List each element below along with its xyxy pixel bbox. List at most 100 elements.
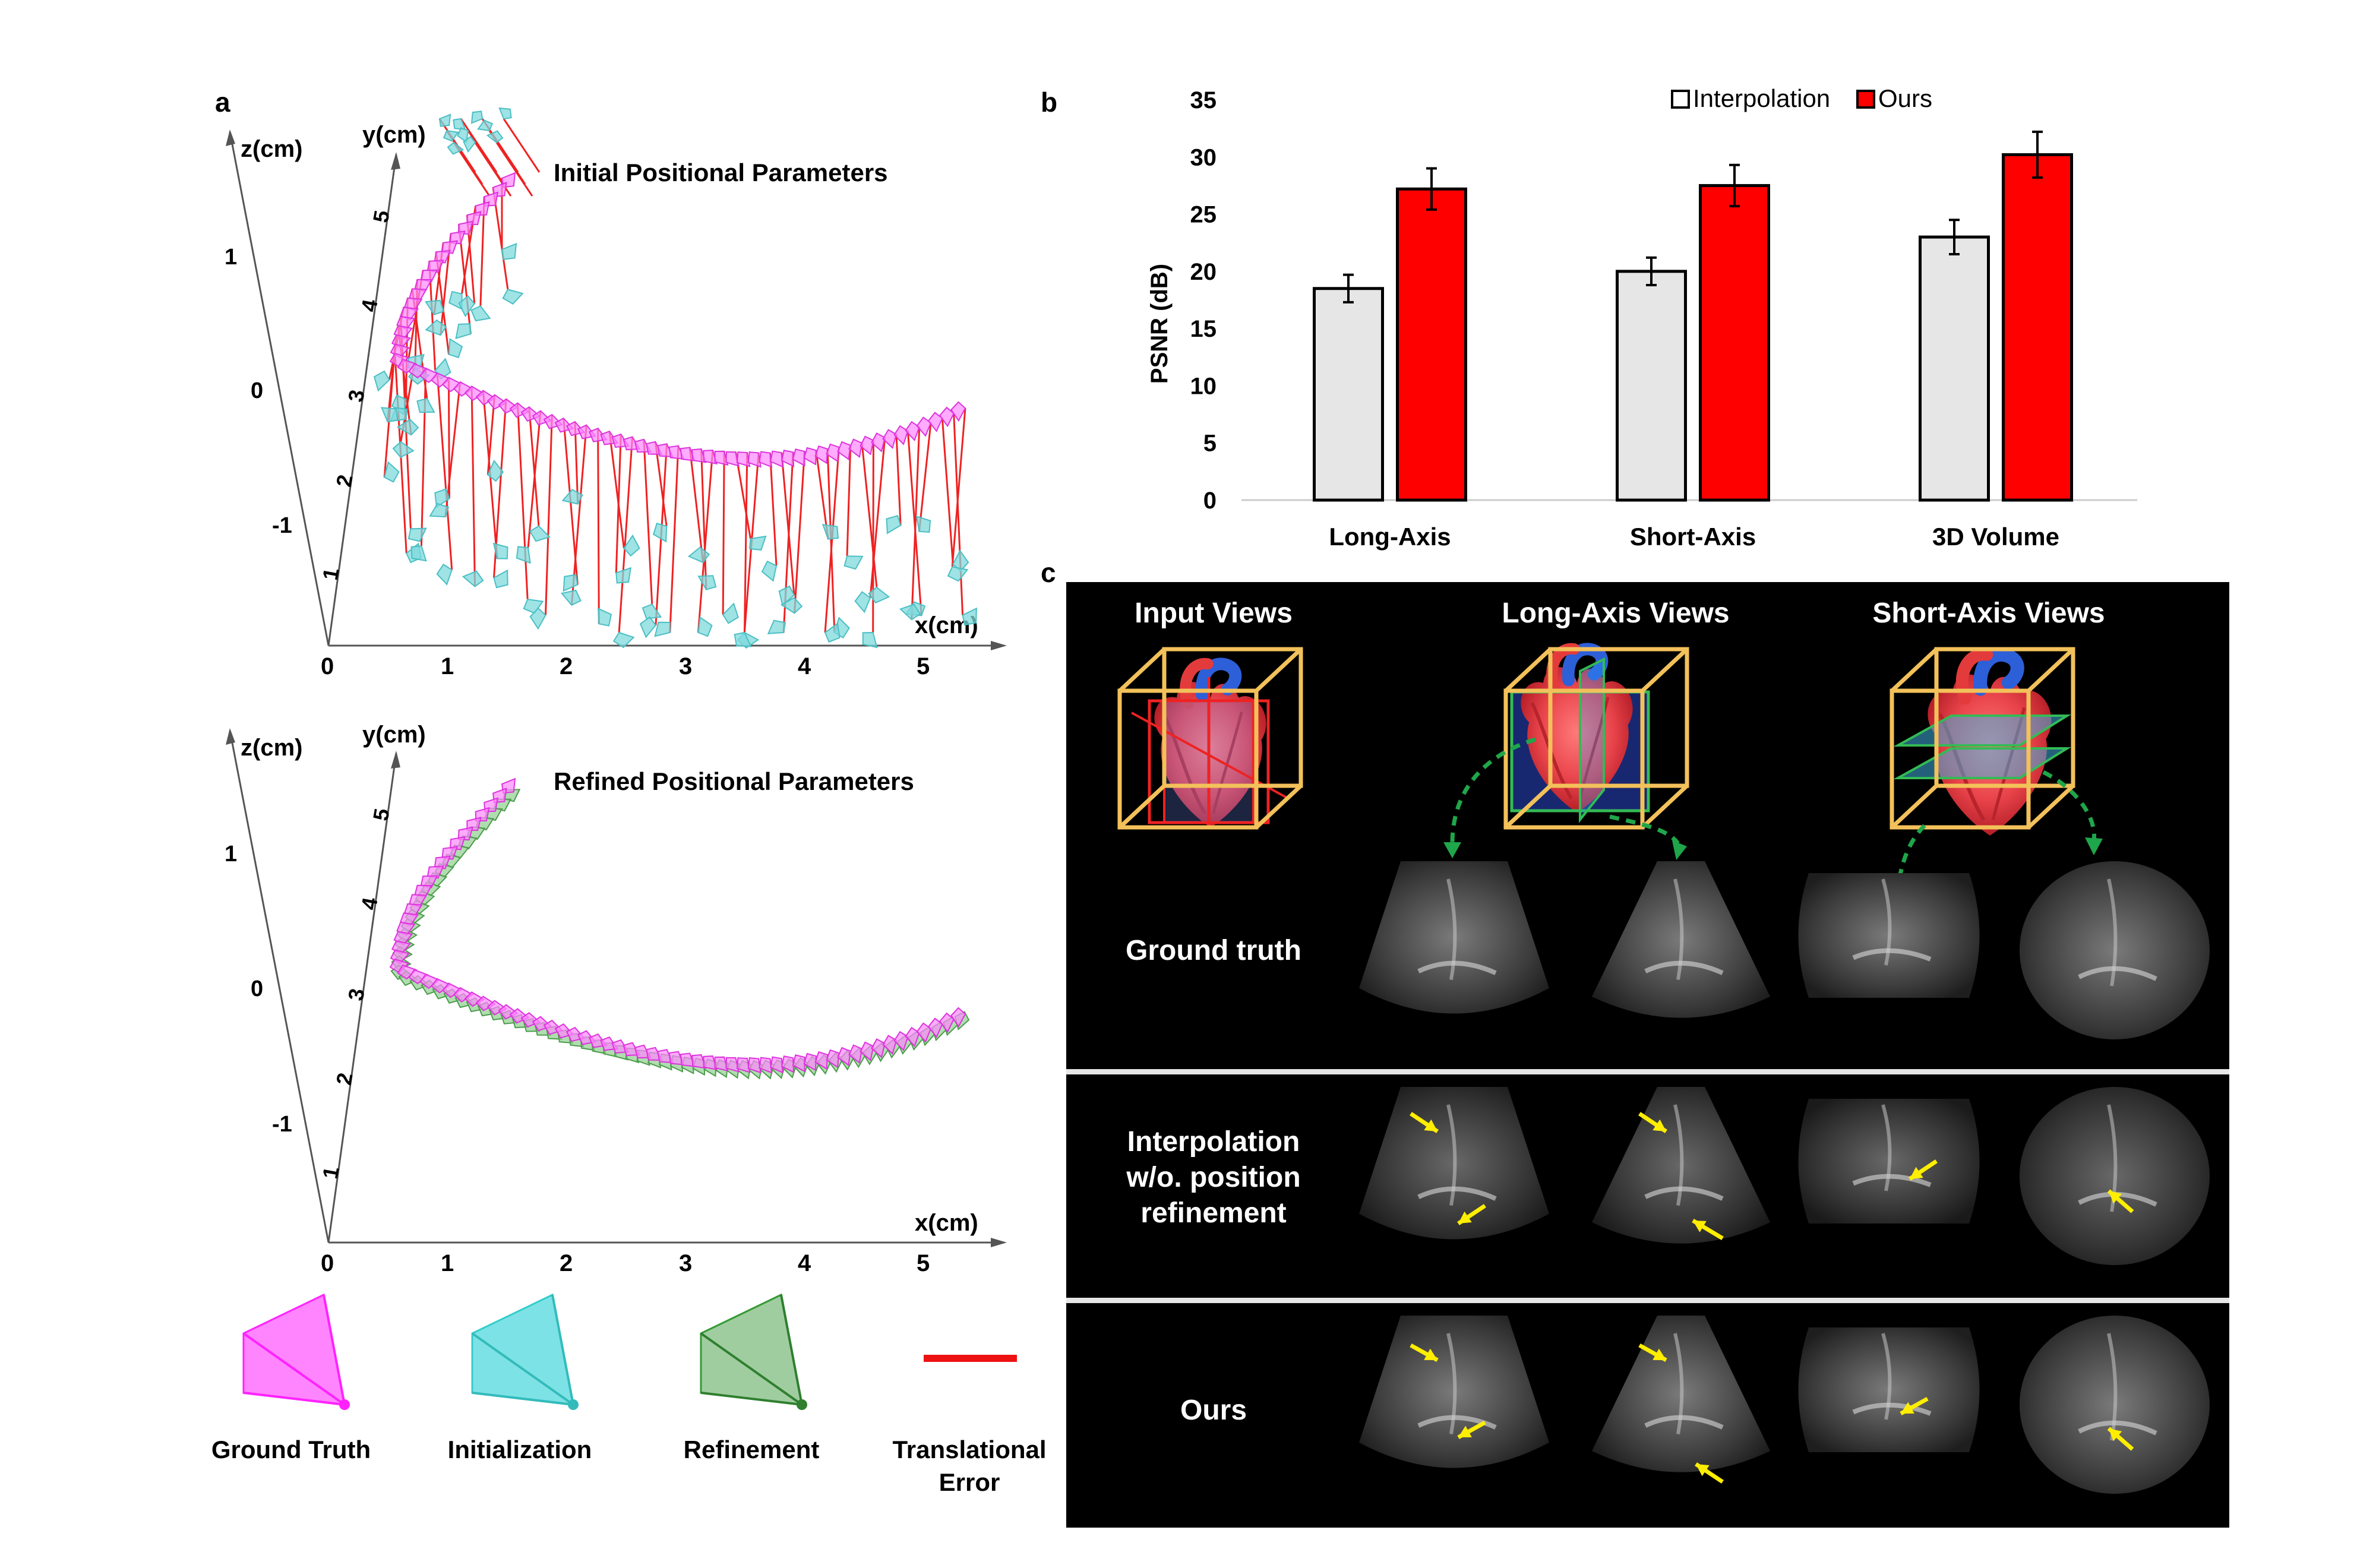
bottom-plot-title: Refined Positional Parameters	[554, 767, 914, 795]
tissue-streak	[2107, 1333, 2118, 1441]
initialization-camera	[380, 407, 399, 423]
initialization-camera	[438, 113, 451, 127]
initialization-camera	[899, 603, 921, 621]
yellow-arrow-head	[1901, 1402, 1914, 1414]
x-tick: 0	[321, 653, 334, 679]
z-tick: 0	[251, 378, 263, 403]
input-views-cube	[1117, 647, 1303, 829]
ground-truth-camera	[905, 1026, 920, 1048]
panel-a-legend: Ground Truth Initialization Refinement T…	[211, 1293, 1047, 1496]
initialization-camera	[560, 589, 582, 606]
legend-ground-truth-icon	[242, 1293, 350, 1410]
ground-truth-camera	[426, 865, 444, 879]
x-tick: 4	[798, 653, 811, 679]
z-tick: 1	[225, 245, 237, 270]
tissue-streak	[1673, 1333, 1684, 1435]
tissue-streak	[1446, 1333, 1457, 1435]
ground-truth-camera	[871, 432, 886, 453]
x-tick: 2	[560, 653, 573, 679]
error-line	[769, 453, 778, 566]
ground-truth-camera	[770, 1056, 783, 1074]
initialization-camera	[612, 631, 635, 649]
category-label: Short-Axis	[1630, 523, 1756, 551]
y-tick: 3	[343, 987, 369, 1003]
error-line	[516, 403, 529, 600]
ground-truth-camera	[457, 220, 474, 235]
ground-truth-camera	[431, 372, 451, 388]
initialization-camera	[436, 563, 453, 586]
error-line	[918, 422, 932, 532]
ground-truth-camera	[441, 982, 463, 998]
tissue-streak	[1852, 1174, 1932, 1187]
ground-truth-camera	[826, 443, 840, 463]
error-line	[643, 439, 653, 605]
legend-refinement-label: Refinement	[684, 1436, 820, 1463]
initialization-camera	[501, 242, 517, 260]
yellow-arrow-head	[1458, 1211, 1472, 1224]
error-line	[861, 442, 878, 588]
bar	[1616, 270, 1687, 502]
ground-truth-camera	[950, 401, 966, 422]
legend-refinement-icon	[700, 1293, 807, 1410]
ground-truth-camera	[397, 965, 418, 980]
bar	[2002, 153, 2073, 502]
ground-truth-camera	[837, 1047, 851, 1067]
initialization-camera	[734, 631, 752, 647]
legend-translational-error-label: Translational	[892, 1436, 1046, 1463]
category-label: 3D Volume	[1932, 523, 2059, 551]
ground-truth-camera	[848, 1044, 863, 1064]
error-line	[793, 451, 805, 614]
error-line	[654, 441, 668, 527]
ground-truth-camera	[950, 1007, 966, 1028]
ground-truth-camera	[792, 448, 805, 467]
error-line	[869, 437, 886, 598]
error-line	[824, 447, 840, 633]
ground-truth-camera	[475, 995, 497, 1011]
x-tick: 1	[441, 1250, 454, 1276]
ground-truth-camera	[464, 991, 485, 1007]
panel-a-label: a	[215, 87, 230, 118]
ground-truth-camera	[792, 1054, 805, 1073]
y-tick: 3	[343, 388, 369, 404]
y-tick: 4	[356, 298, 383, 314]
error-line	[872, 440, 874, 633]
initialization-camera	[493, 569, 508, 589]
error-line	[781, 453, 795, 596]
bar	[1396, 187, 1467, 502]
header-input-views: Input Views	[1135, 598, 1293, 629]
tissue-streak	[1673, 1104, 1684, 1206]
legend-label-ours: Ours	[1878, 84, 1932, 112]
header-long-axis-views: Long-Axis Views	[1502, 598, 1729, 629]
error-line	[953, 413, 964, 615]
initialization-camera	[457, 127, 469, 143]
bar	[1313, 287, 1384, 502]
initialization-camera	[453, 118, 466, 131]
panel-c-grid: Input Views Long-Axis Views Short-Axis V…	[1066, 582, 2229, 1528]
initialization-camera	[463, 135, 476, 153]
error-line	[470, 386, 476, 587]
error-line	[826, 448, 836, 633]
initialization-camera	[615, 567, 631, 584]
tissue-streak	[1417, 960, 1497, 975]
initialization-camera	[425, 299, 445, 316]
initialization-camera	[462, 570, 484, 587]
initialization-camera	[486, 130, 504, 144]
yellow-arrow-head	[1910, 1166, 1923, 1179]
error-line	[815, 450, 829, 539]
error-line	[697, 450, 714, 633]
ground-truth-camera	[449, 836, 466, 851]
ground-truth-camera	[419, 368, 440, 384]
z-tick: 0	[251, 976, 263, 1001]
initialization-camera	[416, 397, 435, 413]
category-labels: Long-Axis Short-Axis 3D Volume	[1329, 523, 2059, 551]
initialization-camera	[886, 515, 902, 535]
ground-truth-camera	[860, 1041, 874, 1061]
initialization-camera	[962, 607, 977, 626]
ground-truth-camera	[803, 447, 817, 466]
error-line	[743, 453, 748, 633]
tissue-streak	[1417, 1415, 1497, 1430]
initialization-camera	[654, 621, 671, 637]
panel-a-bottom-plot: z(cm) y(cm) x(cm) 1 0 -1 1 2 3 4 5 0 1 2…	[225, 722, 1007, 1276]
artifact-arrows	[1410, 1112, 2134, 1484]
error-line	[495, 142, 533, 197]
